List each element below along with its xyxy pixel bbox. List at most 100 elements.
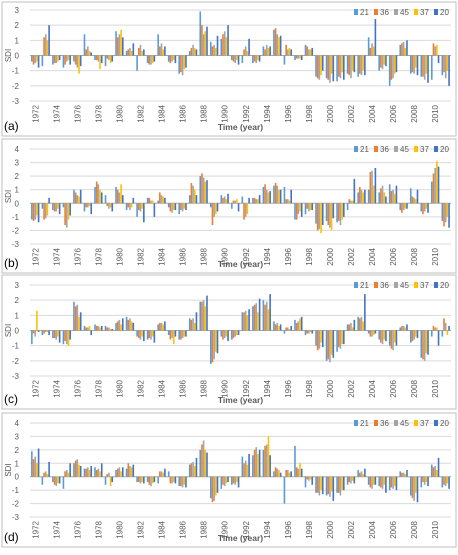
bar-series-37 xyxy=(425,55,428,74)
bar-series-37 xyxy=(78,316,80,331)
bar-series-36 xyxy=(222,476,224,485)
bar-series-45 xyxy=(350,322,352,331)
bar-series-45 xyxy=(360,55,363,76)
bar-series-36 xyxy=(190,319,193,331)
bar-series-37 xyxy=(193,322,196,331)
bar-series-20 xyxy=(216,203,219,212)
bar-series-37 xyxy=(78,55,80,74)
bar-series-21 xyxy=(188,50,191,56)
bar-series-21 xyxy=(52,55,54,65)
bar-series-45 xyxy=(371,330,373,337)
x-tick-label: 2004 xyxy=(368,104,377,122)
bar-series-37 xyxy=(404,203,407,209)
bar-series-45 xyxy=(308,476,310,481)
bar-series-36 xyxy=(380,188,382,204)
bar-series-37 xyxy=(120,29,122,56)
bar-series-21 xyxy=(399,327,402,331)
bar-series-45 xyxy=(181,203,184,212)
bar-series-37 xyxy=(320,55,322,76)
bar-series-21 xyxy=(304,330,307,336)
bar-series-36 xyxy=(348,55,351,76)
bar-series-20 xyxy=(321,203,324,225)
bar-series-37 xyxy=(362,321,364,331)
x-tick-label: 1974 xyxy=(52,104,61,122)
bar-series-37 xyxy=(46,330,49,333)
bar-series-37 xyxy=(425,203,428,209)
bar-series-37 xyxy=(204,181,207,204)
bar-series-21 xyxy=(31,203,33,220)
bar-series-37 xyxy=(46,474,49,477)
bar-series-37 xyxy=(141,50,143,56)
bar-series-36 xyxy=(127,49,130,56)
bar-series-21 xyxy=(357,316,359,331)
legend-label: 36 xyxy=(380,145,389,154)
bar-series-20 xyxy=(48,330,50,336)
bar-series-36 xyxy=(201,444,203,477)
bar-series-20 xyxy=(300,203,303,217)
bar-series-21 xyxy=(199,301,202,331)
bar-series-21 xyxy=(378,192,380,204)
bar-series-21 xyxy=(136,203,138,217)
bar-series-45 xyxy=(213,203,215,217)
bar-series-21 xyxy=(325,55,328,79)
bar-series-36 xyxy=(127,319,130,331)
bar-series-45 xyxy=(234,200,236,204)
bar-series-21 xyxy=(346,324,349,331)
bar-series-37 xyxy=(67,203,70,220)
x-tick-label: 1982 xyxy=(137,379,146,397)
bar-series-36 xyxy=(32,203,35,221)
legend-label: 37 xyxy=(420,281,429,290)
bar-series-36 xyxy=(274,324,277,331)
x-tick-label: 1994 xyxy=(263,520,272,538)
bar-series-36 xyxy=(243,49,245,56)
bar-series-45 xyxy=(329,55,331,83)
bar-series-21 xyxy=(94,55,96,61)
bar-series-20 xyxy=(227,330,229,342)
bar-series-37 xyxy=(330,55,333,74)
bar-series-37 xyxy=(309,49,312,56)
bar-series-20 xyxy=(343,476,345,491)
bar-series-45 xyxy=(66,55,68,62)
bar-series-37 xyxy=(383,476,386,485)
bar-series-45 xyxy=(276,322,279,331)
bar-series-45 xyxy=(423,330,426,361)
legend-label: 21 xyxy=(360,145,369,154)
bar-series-45 xyxy=(444,55,447,79)
bar-series-20 xyxy=(237,55,240,65)
bar-series-37 xyxy=(130,50,133,56)
bar-series-21 xyxy=(325,203,328,221)
bar-series-20 xyxy=(248,309,250,331)
bar-series-20 xyxy=(164,321,166,331)
bar-series-20 xyxy=(300,55,303,61)
bar-series-20 xyxy=(90,203,93,215)
bar-series-37 xyxy=(120,184,122,204)
bar-series-21 xyxy=(146,55,149,64)
bar-series-20 xyxy=(427,476,429,487)
bar-series-45 xyxy=(444,476,447,487)
bar-series-21 xyxy=(73,301,75,331)
bar-series-36 xyxy=(337,203,340,221)
bar-series-20 xyxy=(195,195,198,204)
bar-series-45 xyxy=(244,203,247,217)
bar-series-20 xyxy=(385,55,387,67)
bar-series-45 xyxy=(139,476,142,484)
bar-series-21 xyxy=(357,470,359,477)
x-tick-label: 1988 xyxy=(200,247,209,265)
bar-series-45 xyxy=(339,330,342,349)
bar-series-20 xyxy=(343,203,345,217)
x-tick-label: 1994 xyxy=(263,379,272,397)
bar-series-45 xyxy=(371,170,373,204)
bar-series-45 xyxy=(297,203,300,215)
bar-series-45 xyxy=(34,203,37,220)
bar-series-45 xyxy=(223,330,226,339)
bar-series-45 xyxy=(413,197,415,204)
bar-series-20 xyxy=(279,472,282,477)
bar-series-36 xyxy=(359,55,361,74)
bar-series-37 xyxy=(446,476,449,484)
bar-series-37 xyxy=(236,55,238,61)
bar-series-37 xyxy=(341,203,343,220)
bar-series-21 xyxy=(388,330,391,346)
bar-series-21 xyxy=(104,476,107,485)
bar-series-37 xyxy=(67,330,70,346)
y-tick-label: -3 xyxy=(12,97,20,106)
